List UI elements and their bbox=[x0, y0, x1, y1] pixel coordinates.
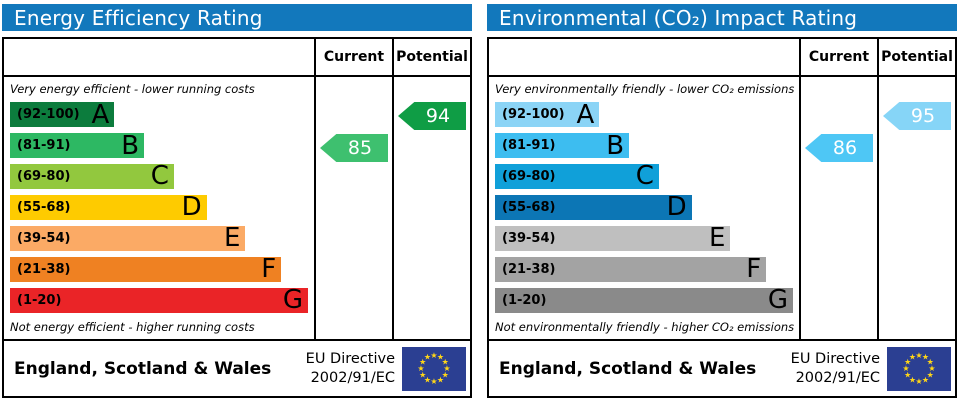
panel-title: Energy Efficiency Rating bbox=[14, 5, 263, 30]
potential-column: 94 bbox=[392, 77, 470, 339]
band-grade-letter: B bbox=[121, 130, 140, 161]
rating-table: Current Potential Very environmentally f… bbox=[487, 37, 957, 398]
eu-directive-line2: 2002/91/EC bbox=[795, 369, 880, 386]
band-grade-letter: E bbox=[223, 223, 241, 254]
column-header-potential: Potential bbox=[392, 39, 470, 75]
band-range-label: (21-38) bbox=[17, 261, 71, 277]
band-grade-letter: D bbox=[181, 192, 202, 223]
band-row-d: (55-68) D bbox=[10, 192, 207, 223]
region-label: England, Scotland & Wales bbox=[14, 358, 272, 379]
current-rating-arrow: 85 bbox=[320, 134, 388, 162]
rating-table: Current Potential Very energy efficient … bbox=[2, 37, 472, 398]
band-row-e: (39-54) E bbox=[10, 223, 246, 254]
caption-top: Very environmentally friendly - lower CO… bbox=[495, 82, 795, 96]
table-header-row: Current Potential bbox=[489, 39, 955, 77]
band-grade-letter: C bbox=[150, 161, 169, 192]
eu-flag-icon: ★ ★ ★ ★ ★ ★ ★ ★ ★ ★ ★ ★ bbox=[887, 346, 951, 391]
band-range-label: (1-20) bbox=[17, 292, 62, 308]
band-range-label: (21-38) bbox=[502, 261, 556, 277]
column-header-current: Current bbox=[799, 39, 877, 75]
band-row-e: (39-54) E bbox=[495, 223, 731, 254]
current-rating-value: 85 bbox=[347, 137, 373, 159]
header-spacer-cell bbox=[4, 39, 314, 75]
band-row-a: (92-100) A bbox=[10, 99, 115, 130]
eu-directive-line2: 2002/91/EC bbox=[310, 369, 395, 386]
band-range-label: (92-100) bbox=[502, 107, 565, 123]
panel-title-bar: Energy Efficiency Rating bbox=[2, 4, 472, 31]
band-row-f: (21-38) F bbox=[10, 254, 282, 285]
current-rating-value: 86 bbox=[832, 137, 858, 159]
band-range-label: (69-80) bbox=[502, 168, 556, 184]
column-header-current: Current bbox=[314, 39, 392, 75]
potential-rating-arrow: 95 bbox=[883, 102, 951, 130]
eu-flag-icon: ★ ★ ★ ★ ★ ★ ★ ★ ★ ★ ★ ★ bbox=[402, 346, 466, 391]
band-row-g: (1-20) G bbox=[495, 285, 793, 316]
caption-bottom: Not energy efficient - higher running co… bbox=[10, 320, 255, 335]
band-row-c: (69-80) C bbox=[495, 161, 659, 192]
band-grade-letter: D bbox=[666, 192, 687, 223]
current-rating-arrow: 86 bbox=[805, 134, 873, 162]
potential-rating-arrow: 94 bbox=[398, 102, 466, 130]
band-range-label: (55-68) bbox=[502, 199, 556, 215]
chart-row: Very environmentally friendly - lower CO… bbox=[489, 77, 955, 339]
band-grade-letter: G bbox=[767, 285, 788, 316]
caption-bottom: Not environmentally friendly - higher CO… bbox=[495, 320, 795, 335]
eu-directive-label: EU Directive 2002/91/EC bbox=[791, 350, 880, 388]
panel-title-bar: Environmental (CO₂) Impact Rating bbox=[487, 4, 957, 31]
band-grade-letter: F bbox=[746, 254, 762, 285]
band-range-label: (81-91) bbox=[17, 138, 71, 154]
band-grade-letter: C bbox=[635, 161, 654, 192]
band-row-a: (92-100) A bbox=[495, 99, 600, 130]
band-range-label: (1-20) bbox=[502, 292, 547, 308]
band-grade-letter: F bbox=[261, 254, 277, 285]
region-label: England, Scotland & Wales bbox=[499, 358, 757, 379]
environmental-impact-panel: Environmental (CO₂) Impact Rating Curren… bbox=[487, 4, 957, 398]
band-range-label: (81-91) bbox=[502, 138, 556, 154]
band-range-label: (69-80) bbox=[17, 168, 71, 184]
potential-rating-value: 95 bbox=[910, 105, 936, 127]
current-column: 85 bbox=[314, 77, 392, 339]
band-range-label: (55-68) bbox=[17, 199, 71, 215]
band-row-f: (21-38) F bbox=[495, 254, 767, 285]
band-row-g: (1-20) G bbox=[10, 285, 308, 316]
table-header-row: Current Potential bbox=[4, 39, 470, 77]
eu-directive-label: EU Directive 2002/91/EC bbox=[306, 350, 395, 388]
band-range-label: (39-54) bbox=[502, 230, 556, 246]
table-footer-row: England, Scotland & Wales EU Directive 2… bbox=[4, 339, 470, 396]
band-grade-letter: A bbox=[576, 99, 595, 130]
bands-column: Very energy efficient - lower running co… bbox=[4, 77, 314, 339]
caption-top: Very energy efficient - lower running co… bbox=[10, 82, 255, 96]
band-range-label: (92-100) bbox=[17, 107, 80, 123]
band-row-c: (69-80) C bbox=[10, 161, 174, 192]
band-grade-letter: B bbox=[606, 130, 625, 161]
column-header-potential: Potential bbox=[877, 39, 955, 75]
chart-row: Very energy efficient - lower running co… bbox=[4, 77, 470, 339]
potential-rating-value: 94 bbox=[425, 105, 451, 127]
header-spacer-cell bbox=[489, 39, 799, 75]
current-column: 86 bbox=[799, 77, 877, 339]
eu-directive-line1: EU Directive bbox=[790, 350, 880, 367]
table-footer-row: England, Scotland & Wales EU Directive 2… bbox=[489, 339, 955, 396]
bands-column: Very environmentally friendly - lower CO… bbox=[489, 77, 799, 339]
band-grade-letter: A bbox=[91, 99, 110, 130]
energy-efficiency-panel: Energy Efficiency Rating Current Potenti… bbox=[2, 4, 472, 398]
potential-column: 95 bbox=[877, 77, 955, 339]
band-row-b: (81-91) B bbox=[10, 130, 145, 161]
band-grade-letter: E bbox=[708, 223, 726, 254]
band-row-d: (55-68) D bbox=[495, 192, 692, 223]
band-range-label: (39-54) bbox=[17, 230, 71, 246]
band-row-b: (81-91) B bbox=[495, 130, 630, 161]
band-grade-letter: G bbox=[282, 285, 303, 316]
eu-directive-line1: EU Directive bbox=[305, 350, 395, 367]
panel-title: Environmental (CO₂) Impact Rating bbox=[499, 5, 858, 30]
